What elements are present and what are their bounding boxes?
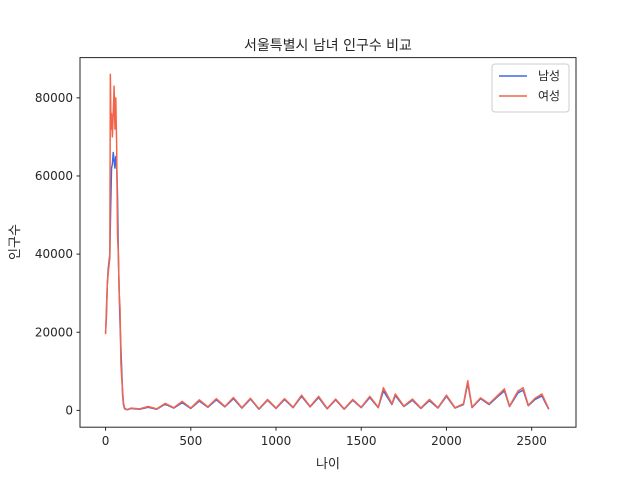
x-axis-label: 나이 [316, 457, 340, 472]
y-axis-label: 인구수 [8, 224, 23, 260]
axis-ticks: 0 500 1000 1500 2000 2500 0 20000 40000 60000 8000… [35, 91, 547, 448]
series-line-female [104, 73, 550, 411]
y-tick-label: 80000 [35, 91, 73, 105]
legend-label-male: 남성 [538, 69, 560, 83]
legend: 남성 여성 [491, 63, 570, 113]
x-tick-label: 0 [102, 434, 110, 448]
x-tick-label: 2000 [431, 434, 462, 448]
legend-label-female: 여성 [538, 89, 560, 103]
x-tick-label: 2500 [516, 434, 547, 448]
x-tick-label: 1500 [346, 434, 377, 448]
x-tick-label: 1000 [261, 434, 292, 448]
plot-area [104, 73, 550, 411]
y-tick-label: 60000 [35, 169, 73, 183]
chart-title: 서울특별시 남녀 인구수 비교 [244, 38, 412, 54]
x-tick-label: 500 [179, 434, 202, 448]
plot-frame [79, 57, 577, 428]
y-tick-label: 20000 [35, 325, 73, 339]
y-tick-label: 0 [65, 403, 73, 417]
y-tick-label: 40000 [35, 247, 73, 261]
